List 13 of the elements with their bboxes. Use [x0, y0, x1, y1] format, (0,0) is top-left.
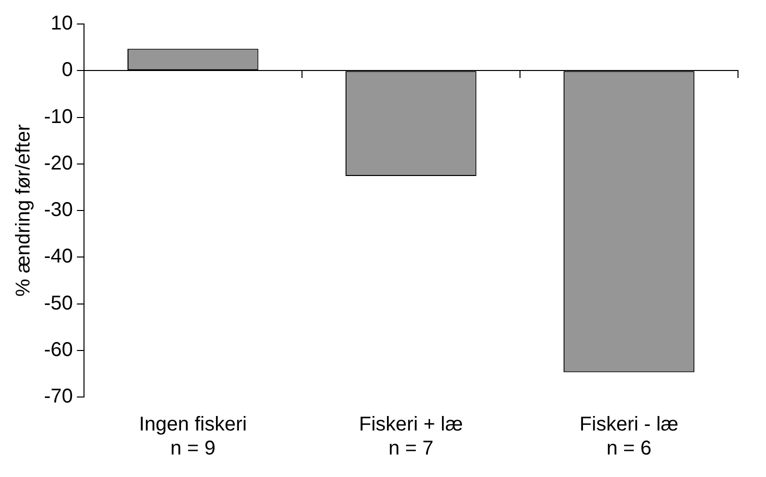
y-tick-label: -40	[44, 246, 73, 268]
y-tick-label: -70	[44, 386, 73, 408]
y-tick-label: 0	[62, 59, 73, 82]
x-tick-label: Fiskeri + læ n = 7	[359, 414, 463, 460]
y-tick-label: -30	[44, 199, 73, 222]
y-tick-label: 10	[50, 12, 73, 35]
y-axis-title: % ændring før/efter	[12, 124, 35, 297]
y-tick-label: -10	[44, 106, 73, 128]
y-tick-label: -50	[44, 292, 73, 314]
y-tick-label: -20	[44, 152, 73, 174]
x-tick-label: Fiskeri - læ n = 6	[580, 414, 678, 460]
y-tick-label: -60	[44, 338, 73, 361]
x-tick-label: Ingen fiskeri n = 9	[139, 414, 247, 460]
